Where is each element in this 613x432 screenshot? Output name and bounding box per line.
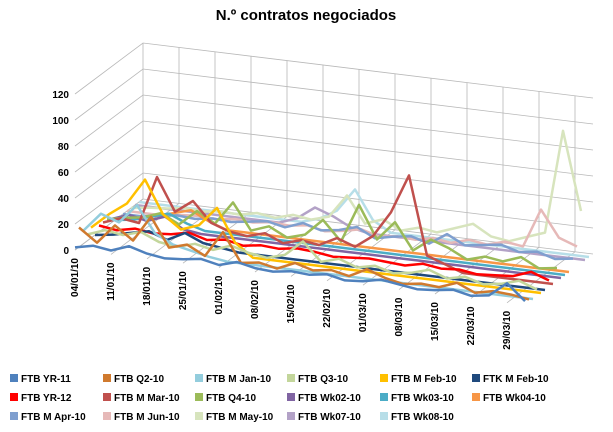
legend-swatch	[287, 412, 295, 420]
legend-label: FTB Wk07-10	[298, 412, 361, 423]
legend-swatch	[380, 412, 388, 420]
y-tick-label: 60	[58, 168, 70, 179]
grid-line	[290, 69, 360, 277]
grid-line	[470, 91, 540, 299]
legend-swatch	[10, 374, 18, 382]
legend-label: FTB M Apr-10	[21, 412, 86, 423]
legend-swatch	[380, 374, 388, 382]
legend-swatch	[380, 393, 388, 401]
series-line	[114, 212, 566, 277]
legend-label: FTB Q2-10	[114, 374, 164, 385]
x-tick-label: 08/03/10	[394, 297, 405, 336]
legend-swatch	[472, 393, 480, 401]
series-line	[78, 215, 530, 301]
series-line	[86, 228, 538, 291]
grid-line	[398, 82, 468, 290]
grid-line	[110, 47, 180, 255]
x-tick-label: 15/02/10	[286, 284, 297, 323]
legend-swatch	[103, 393, 111, 401]
legend-label: FTB Wk02-10	[298, 393, 361, 404]
y-tick-label: 100	[52, 116, 69, 127]
y-tick-label: 80	[58, 142, 70, 153]
x-tick-label: 04/01/10	[70, 258, 81, 297]
chart-title: N.º contratos negociados	[216, 7, 397, 24]
legend-swatch	[103, 412, 111, 420]
legend-swatch	[10, 412, 18, 420]
legend-swatch	[472, 374, 480, 382]
series-line	[98, 224, 550, 282]
legend-label: FTB M Jun-10	[114, 412, 180, 423]
legend-label: FTB Wk04-10	[483, 393, 546, 404]
legend-label: FTB Q3-10	[298, 374, 348, 385]
legend-swatch	[103, 374, 111, 382]
series-line	[90, 178, 542, 295]
y-tick-label: 20	[58, 220, 70, 231]
legend-label: FTB M Mar-10	[114, 393, 180, 404]
legend-label: FTK M Feb-10	[483, 374, 549, 385]
y-tick-label: 40	[58, 194, 70, 205]
x-tick-label: 22/02/10	[322, 288, 333, 327]
legend-label: FTB Wk08-10	[391, 412, 454, 423]
legend-swatch	[195, 374, 203, 382]
legend-label: FTB YR-11	[21, 374, 71, 385]
legend-swatch	[195, 412, 203, 420]
grid-line	[362, 78, 432, 286]
legend-swatch	[10, 393, 18, 401]
x-tick-label: 29/03/10	[502, 310, 513, 349]
x-tick-label: 08/02/10	[250, 280, 261, 319]
legend-swatch	[287, 374, 295, 382]
x-tick-label: 15/03/10	[430, 302, 441, 341]
series-line	[74, 244, 526, 302]
x-tick-label: 22/03/10	[466, 306, 477, 345]
legend-label: FTB M Feb-10	[391, 374, 457, 385]
legend-swatch	[287, 393, 295, 401]
legend-label: FTB Wk03-10	[391, 393, 454, 404]
series-line	[82, 203, 534, 301]
legend-label: FTB Q4-10	[206, 393, 256, 404]
y-tick-label: 120	[52, 90, 69, 101]
legend-label: FTB M Jan-10	[206, 374, 271, 385]
x-tick-label: 25/01/10	[178, 271, 189, 310]
series-line	[106, 201, 558, 270]
x-tick-label: 18/01/10	[142, 266, 153, 305]
legend-label: FTB M May-10	[206, 412, 274, 423]
series-line	[110, 213, 562, 280]
x-tick-label: 01/02/10	[214, 275, 225, 314]
legend-label: FTB YR-12	[21, 393, 72, 404]
legend-swatch	[195, 393, 203, 401]
x-tick-label: 11/01/10	[106, 262, 117, 301]
x-tick-label: 01/03/10	[358, 293, 369, 332]
y-tick-label: 0	[63, 246, 69, 257]
